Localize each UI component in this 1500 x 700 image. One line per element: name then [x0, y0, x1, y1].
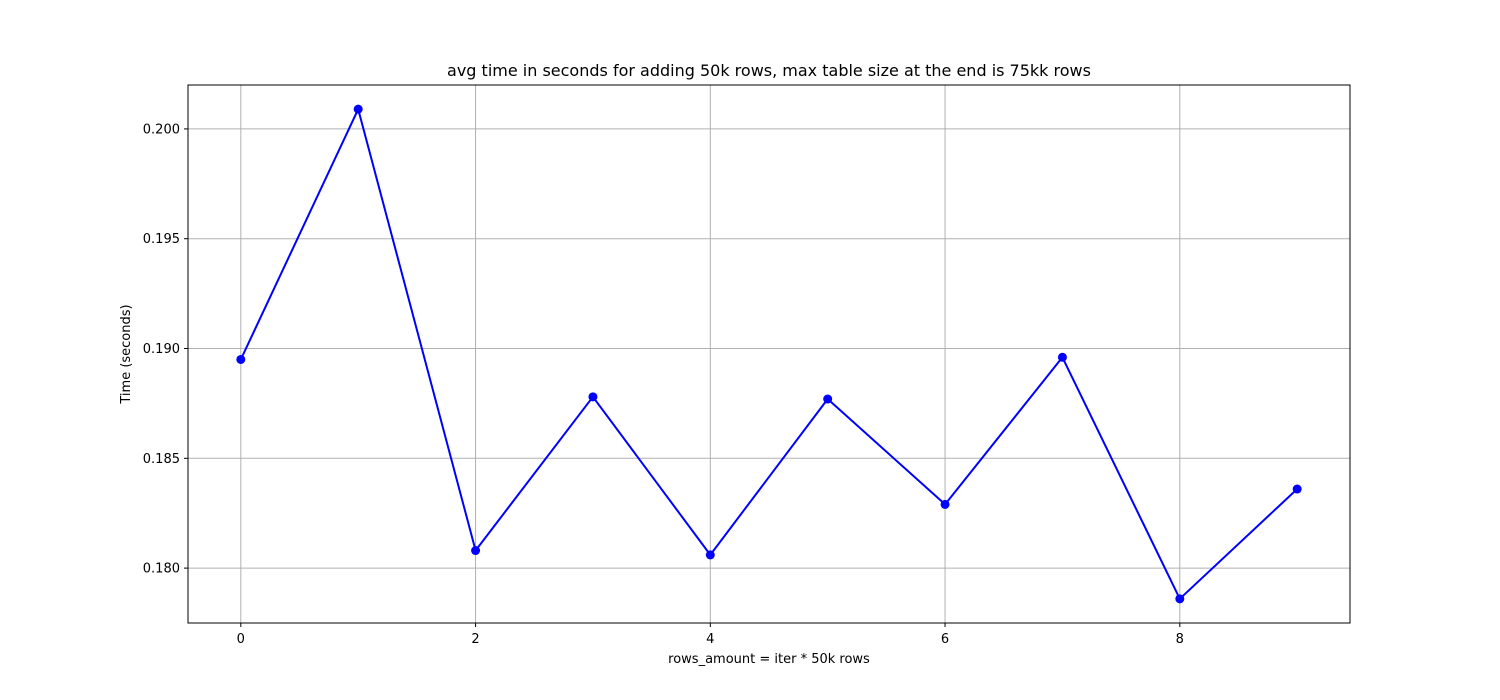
- plot-frame: [187, 84, 1351, 624]
- y-tick-label: 0.190: [143, 342, 180, 357]
- y-tick-label: 0.200: [143, 122, 180, 137]
- data-point: [1057, 352, 1067, 362]
- data-point: [471, 546, 481, 556]
- y-tick-label: 0.185: [143, 452, 180, 467]
- data-point: [1292, 484, 1302, 494]
- x-tick-label: 0: [237, 632, 245, 647]
- data-point: [940, 499, 950, 509]
- data-point: [705, 550, 715, 560]
- series-layer: [236, 104, 1302, 604]
- data-point: [1175, 594, 1185, 604]
- x-tick-label: 2: [471, 632, 479, 647]
- x-axis-label: rows_amount = iter * 50k rows: [668, 652, 870, 667]
- chart-title: avg time in seconds for adding 50k rows,…: [447, 61, 1091, 80]
- data-point: [236, 354, 246, 364]
- grid: [188, 85, 1350, 623]
- axes: 0 2 4 6 8 0.180 0.185 0.190 0.195 0.200: [143, 122, 1184, 647]
- x-tick-label: 6: [941, 632, 949, 647]
- data-point: [588, 392, 598, 402]
- data-point: [353, 104, 363, 114]
- y-tick-label: 0.180: [143, 562, 180, 577]
- y-axis-label: Time (seconds): [119, 304, 134, 404]
- x-tick-label: 8: [1176, 632, 1184, 647]
- series-line: [239, 108, 1298, 600]
- data-point: [823, 394, 833, 404]
- y-tick-label: 0.195: [143, 232, 180, 247]
- x-tick-label: 4: [706, 632, 714, 647]
